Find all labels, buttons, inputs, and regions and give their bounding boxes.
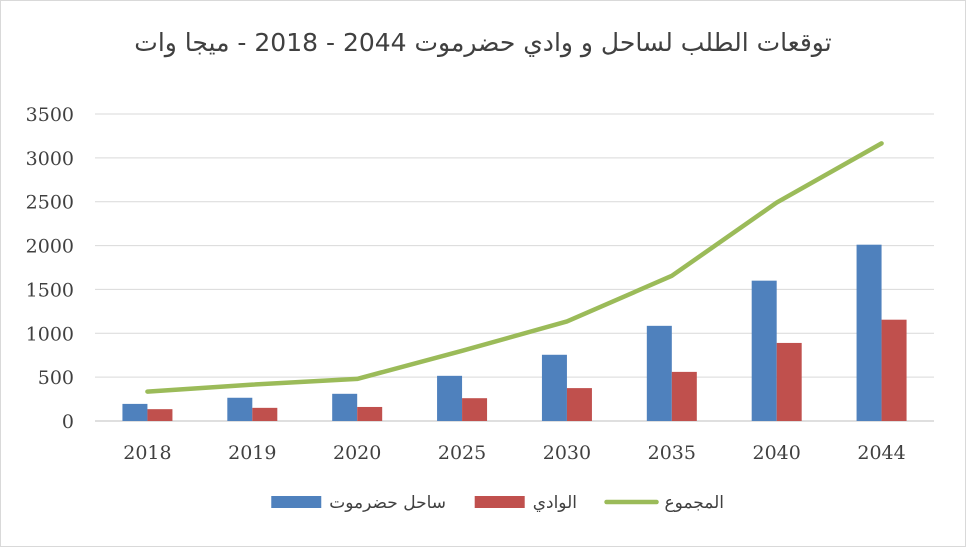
y-tick-label: 3500	[26, 104, 74, 126]
x-tick-label: 2025	[438, 442, 486, 464]
bar	[671, 371, 697, 421]
bar	[881, 319, 907, 421]
legend-label: ساحل حضرموت	[329, 493, 446, 513]
bar	[147, 409, 173, 421]
bar	[357, 406, 383, 421]
legend-swatch	[271, 496, 322, 508]
bar	[227, 397, 253, 421]
x-tick-label: 2020	[333, 442, 381, 464]
series-line	[145, 141, 884, 394]
y-tick-label: 2000	[26, 236, 74, 258]
y-tick-label: 500	[38, 367, 74, 389]
y-tick-label: 1500	[26, 279, 74, 301]
legend-label: المجموع	[665, 493, 724, 513]
x-tick-label: 2044	[857, 442, 905, 464]
y-tick-label: 1000	[26, 323, 74, 345]
bar	[437, 375, 463, 421]
x-tick-label: 2035	[648, 442, 696, 464]
x-tick-label: 2018	[123, 442, 171, 464]
bar	[332, 393, 358, 421]
x-tick-label: 2040	[753, 442, 801, 464]
bar	[776, 342, 802, 421]
bar	[646, 325, 672, 421]
y-tick-label: 2500	[26, 192, 74, 214]
x-tick-label: 2019	[228, 442, 276, 464]
legend-label: الوادي	[533, 493, 577, 513]
bar	[541, 354, 567, 421]
bar	[122, 403, 148, 421]
chart-title: توقعات الطلب لساحل و وادي حضرموت 2044 - …	[134, 28, 832, 57]
bar	[856, 244, 882, 421]
legend-swatch	[474, 496, 525, 508]
bar	[252, 407, 278, 421]
y-tick-label: 3000	[26, 148, 74, 170]
x-tick-label: 2030	[543, 442, 591, 464]
bar	[751, 280, 777, 421]
y-tick-label: 0	[62, 411, 74, 433]
bar	[462, 398, 488, 421]
bar	[566, 388, 592, 421]
